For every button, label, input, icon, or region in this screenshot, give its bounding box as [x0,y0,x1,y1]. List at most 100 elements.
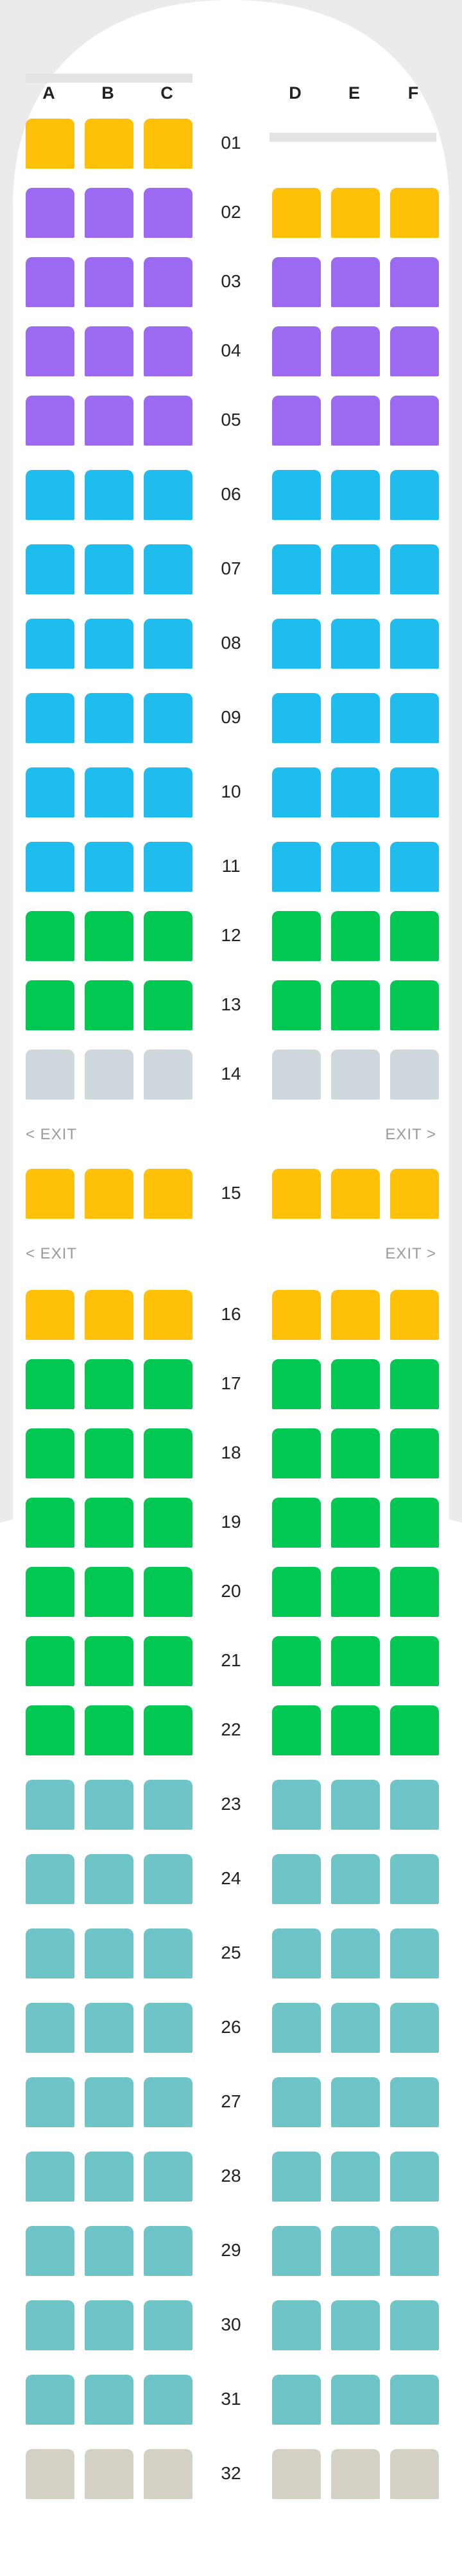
seat-32c[interactable] [144,2449,193,2499]
seat-05d[interactable] [272,396,321,446]
seat-16b[interactable] [85,1290,133,1340]
seat-21a[interactable] [26,1636,74,1686]
seat-05f[interactable] [390,396,439,446]
seat-24b[interactable] [85,1854,133,1904]
seat-11b[interactable] [85,842,133,892]
seat-07e[interactable] [331,544,380,594]
seat-08e[interactable] [331,619,380,669]
seat-32a[interactable] [26,2449,74,2499]
seat-09f[interactable] [390,693,439,743]
seat-05e[interactable] [331,396,380,446]
seat-29a[interactable] [26,2226,74,2276]
seat-22e[interactable] [331,1705,380,1755]
seat-08d[interactable] [272,619,321,669]
seat-18b[interactable] [85,1428,133,1478]
seat-05b[interactable] [85,396,133,446]
seat-07f[interactable] [390,544,439,594]
seat-19f[interactable] [390,1498,439,1548]
seat-20e[interactable] [331,1567,380,1617]
seat-21c[interactable] [144,1636,193,1686]
seat-15d[interactable] [272,1169,321,1219]
seat-25c[interactable] [144,1928,193,1978]
seat-13e[interactable] [331,980,380,1030]
seat-29c[interactable] [144,2226,193,2276]
seat-25e[interactable] [331,1928,380,1978]
seat-19a[interactable] [26,1498,74,1548]
seat-16a[interactable] [26,1290,74,1340]
seat-30f[interactable] [390,2300,439,2350]
seat-13d[interactable] [272,980,321,1030]
seat-15e[interactable] [331,1169,380,1219]
seat-14e[interactable] [331,1050,380,1100]
seat-25d[interactable] [272,1928,321,1978]
seat-18e[interactable] [331,1428,380,1478]
seat-25b[interactable] [85,1928,133,1978]
seat-18d[interactable] [272,1428,321,1478]
seat-27b[interactable] [85,2077,133,2127]
seat-23f[interactable] [390,1780,439,1830]
seat-03a[interactable] [26,257,74,307]
seat-18f[interactable] [390,1428,439,1478]
seat-12c[interactable] [144,911,193,961]
seat-08b[interactable] [85,619,133,669]
seat-28b[interactable] [85,2152,133,2202]
seat-04b[interactable] [85,326,133,376]
seat-29d[interactable] [272,2226,321,2276]
seat-17d[interactable] [272,1359,321,1409]
seat-12e[interactable] [331,911,380,961]
seat-20a[interactable] [26,1567,74,1617]
seat-28c[interactable] [144,2152,193,2202]
seat-17b[interactable] [85,1359,133,1409]
seat-30e[interactable] [331,2300,380,2350]
seat-07d[interactable] [272,544,321,594]
seat-21d[interactable] [272,1636,321,1686]
seat-31d[interactable] [272,2375,321,2425]
seat-31a[interactable] [26,2375,74,2425]
seat-26b[interactable] [85,2003,133,2053]
seat-11d[interactable] [272,842,321,892]
seat-02d[interactable] [272,188,321,238]
seat-26a[interactable] [26,2003,74,2053]
seat-22f[interactable] [390,1705,439,1755]
seat-02a[interactable] [26,188,74,238]
seat-24f[interactable] [390,1854,439,1904]
seat-13c[interactable] [144,980,193,1030]
seat-31b[interactable] [85,2375,133,2425]
seat-01b[interactable] [85,119,133,169]
seat-32b[interactable] [85,2449,133,2499]
seat-20d[interactable] [272,1567,321,1617]
seat-28a[interactable] [26,2152,74,2202]
seat-17a[interactable] [26,1359,74,1409]
seat-10b[interactable] [85,767,133,817]
seat-16e[interactable] [331,1290,380,1340]
seat-23a[interactable] [26,1780,74,1830]
seat-26f[interactable] [390,2003,439,2053]
seat-16c[interactable] [144,1290,193,1340]
seat-03b[interactable] [85,257,133,307]
seat-09a[interactable] [26,693,74,743]
seat-29f[interactable] [390,2226,439,2276]
seat-09e[interactable] [331,693,380,743]
seat-02c[interactable] [144,188,193,238]
seat-08c[interactable] [144,619,193,669]
seat-05a[interactable] [26,396,74,446]
seat-28d[interactable] [272,2152,321,2202]
seat-30b[interactable] [85,2300,133,2350]
seat-01c[interactable] [144,119,193,169]
seat-12b[interactable] [85,911,133,961]
seat-10c[interactable] [144,767,193,817]
seat-10d[interactable] [272,767,321,817]
seat-11f[interactable] [390,842,439,892]
seat-31c[interactable] [144,2375,193,2425]
seat-26e[interactable] [331,2003,380,2053]
seat-23e[interactable] [331,1780,380,1830]
seat-22d[interactable] [272,1705,321,1755]
seat-04c[interactable] [144,326,193,376]
seat-23b[interactable] [85,1780,133,1830]
seat-03e[interactable] [331,257,380,307]
seat-25a[interactable] [26,1928,74,1978]
seat-15a[interactable] [26,1169,74,1219]
seat-04f[interactable] [390,326,439,376]
seat-06e[interactable] [331,470,380,520]
seat-02f[interactable] [390,188,439,238]
